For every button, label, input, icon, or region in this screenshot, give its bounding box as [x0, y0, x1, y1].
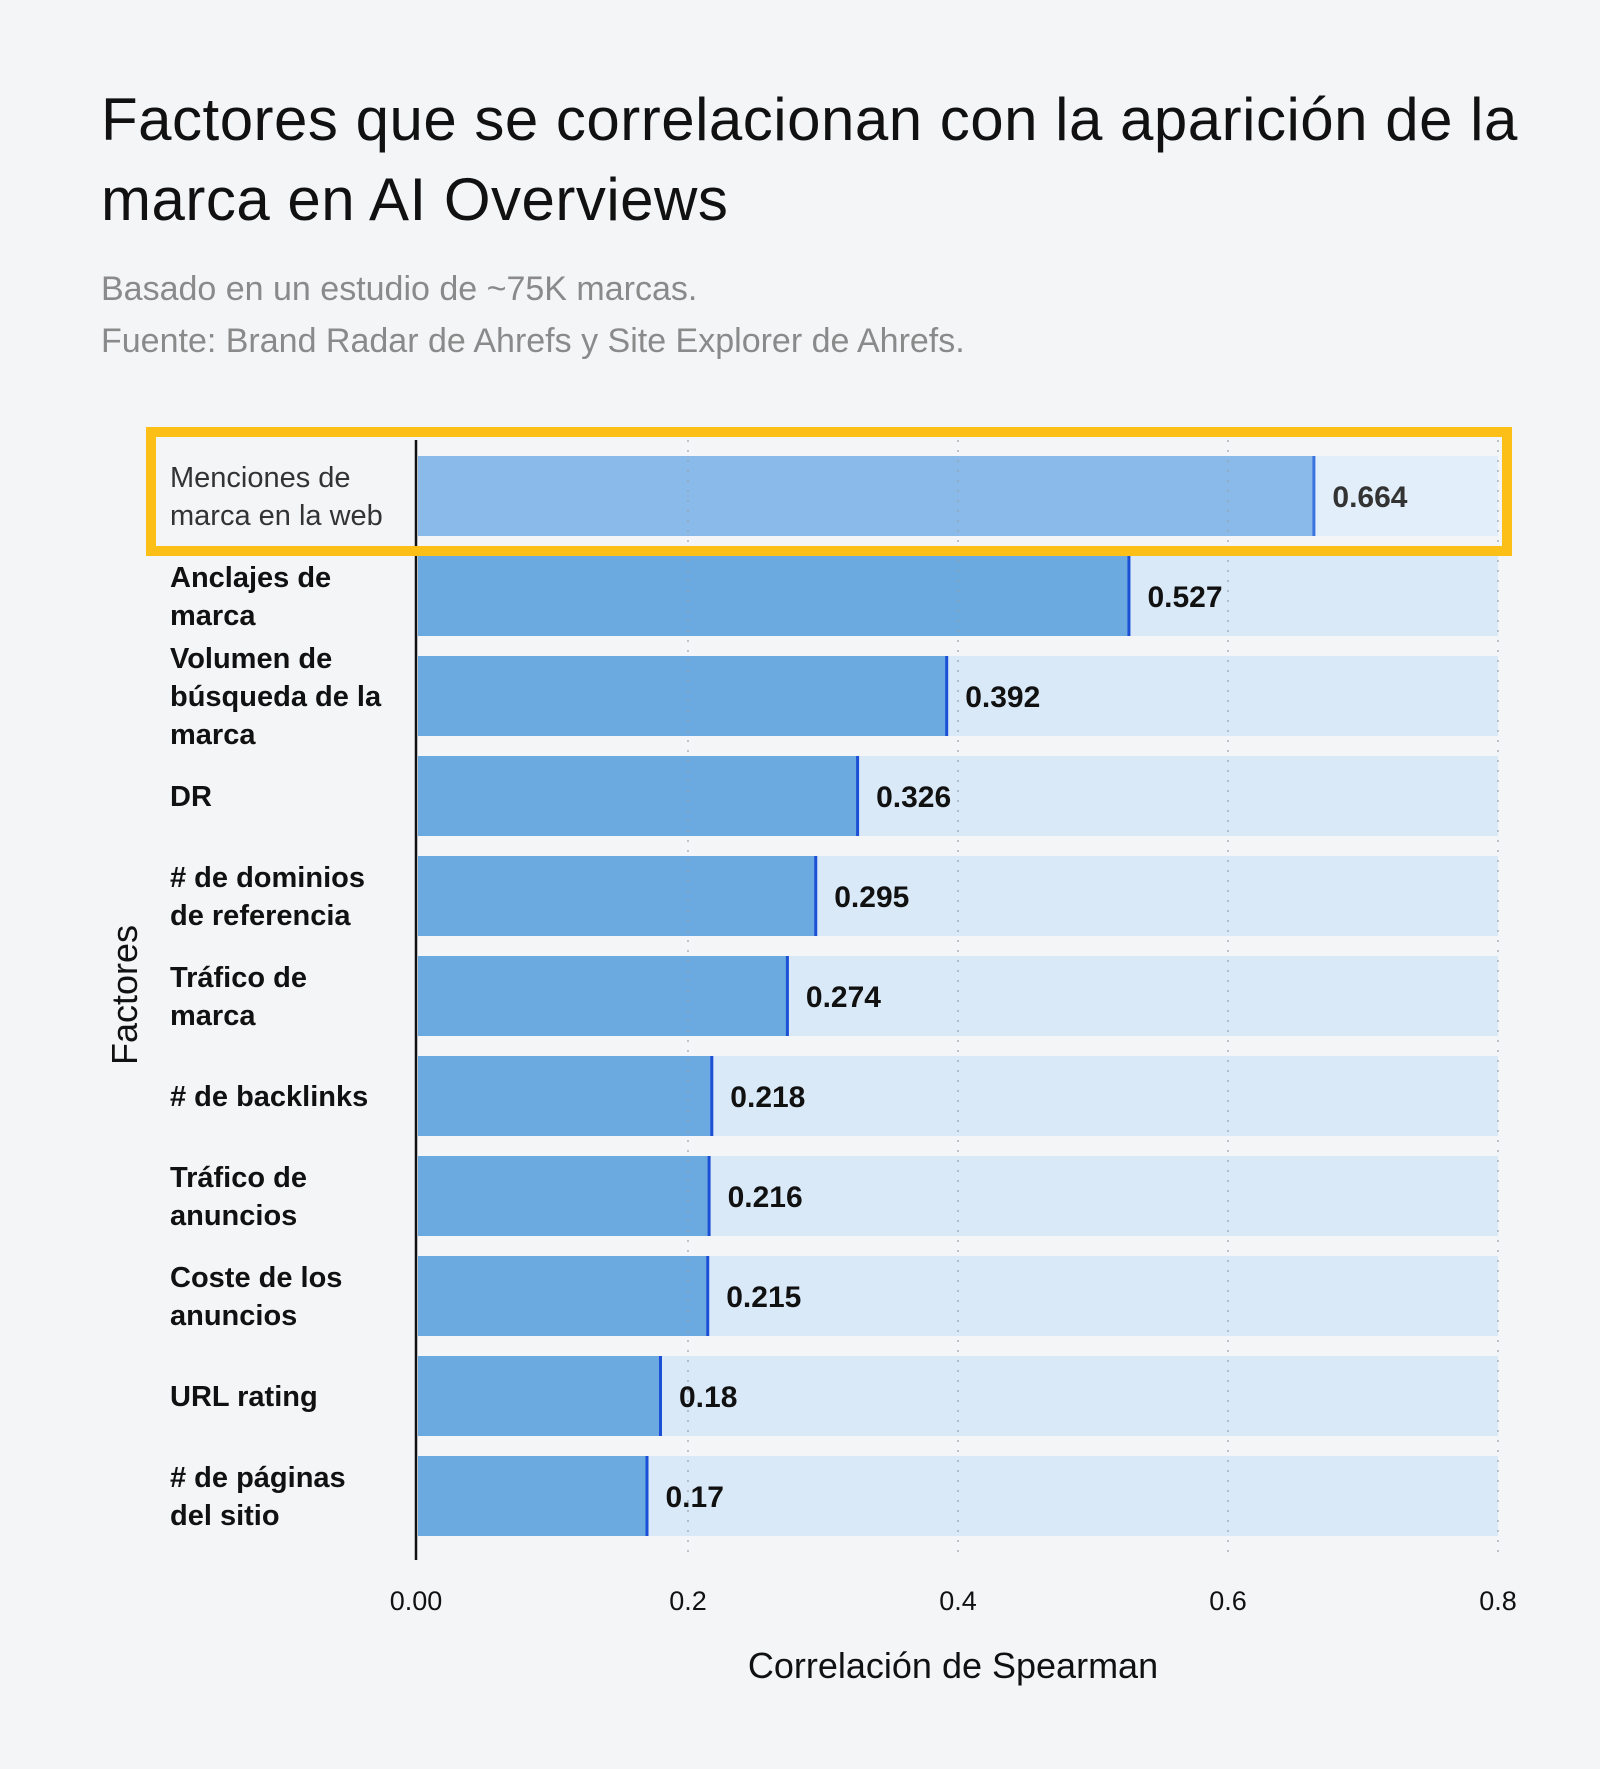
category-label: # de dominios de referencia — [170, 862, 365, 932]
bar-end-marker — [645, 1456, 649, 1536]
category-label: Tráfico de marca — [170, 962, 307, 1032]
x-tick-label: 0.6 — [1209, 1586, 1247, 1616]
bar-end-marker — [945, 656, 949, 736]
bar — [418, 756, 859, 836]
bar-end-marker — [1312, 456, 1316, 536]
bar — [418, 1156, 710, 1236]
category-label-line: de referencia — [170, 900, 351, 932]
category-label: Coste de los anuncios — [170, 1262, 342, 1332]
chart-subtitle-2: Fuente: Brand Radar de Ahrefs y Site Exp… — [101, 322, 965, 360]
bar — [418, 456, 1315, 536]
category-label-line: Volumen de — [170, 643, 332, 675]
value-label: 0.664 — [1332, 481, 1407, 514]
bar — [418, 956, 788, 1036]
x-tick-label: 0.00 — [390, 1586, 443, 1616]
value-label: 0.216 — [728, 1181, 803, 1214]
bar-end-marker — [710, 1056, 714, 1136]
value-label: 0.392 — [965, 681, 1040, 714]
category-label: URL rating — [170, 1381, 318, 1413]
category-label-line: marca — [170, 719, 256, 751]
category-label-line: # de dominios — [170, 862, 365, 894]
category-label: Tráfico de anuncios — [170, 1162, 307, 1232]
x-axis-title: Correlación de Spearman — [748, 1645, 1158, 1686]
category-label: # de backlinks — [170, 1081, 368, 1113]
bar — [418, 1256, 709, 1336]
category-label-line: Tráfico de — [170, 962, 307, 994]
category-label-line: Menciones de — [170, 462, 351, 494]
value-label: 0.326 — [876, 781, 951, 814]
value-label: 0.18 — [679, 1381, 737, 1414]
category-label-line: marca — [170, 600, 256, 632]
category-label: Menciones de marca en la web — [170, 462, 383, 532]
x-tick-label: 0.2 — [669, 1586, 707, 1616]
category-label-line: búsqueda de la — [170, 681, 382, 713]
bar-end-marker — [856, 756, 860, 836]
value-label: 0.274 — [806, 981, 881, 1014]
value-label: 0.215 — [726, 1281, 801, 1314]
category-label: # de páginas del sitio — [170, 1462, 346, 1532]
bar-end-marker — [659, 1356, 662, 1436]
bar — [418, 856, 817, 936]
x-tick-label: 0.4 — [939, 1586, 977, 1616]
bar-end-marker — [706, 1256, 710, 1336]
category-label-line: URL rating — [170, 1381, 318, 1413]
category-label-line: Anclajes de — [170, 562, 331, 594]
category-label-line: anuncios — [170, 1200, 297, 1232]
chart-subtitle-1: Basado en un estudio de ~75K marcas. — [101, 270, 698, 308]
category-label-line: DR — [170, 781, 212, 813]
category-label: DR — [170, 781, 212, 813]
highlight-box — [146, 427, 1512, 556]
category-label-line: marca en la web — [170, 500, 383, 532]
category-label-line: # de backlinks — [170, 1081, 368, 1113]
bar-end-marker — [814, 856, 818, 936]
bar — [418, 656, 948, 736]
value-label: 0.17 — [666, 1481, 724, 1514]
value-label: 0.218 — [730, 1081, 805, 1114]
x-tick-label: 0.8 — [1479, 1586, 1517, 1616]
y-axis-title: Factores — [104, 925, 145, 1065]
bar-end-marker — [1127, 556, 1131, 636]
category-label-line: Coste de los — [170, 1262, 342, 1294]
category-label-line: # de páginas — [170, 1462, 346, 1494]
bar — [418, 1056, 713, 1136]
value-label: 0.295 — [834, 881, 909, 914]
category-label-line: del sitio — [170, 1500, 280, 1532]
bar — [418, 1456, 648, 1536]
category-label: Anclajes de marca — [170, 562, 331, 632]
value-label: 0.527 — [1147, 581, 1222, 614]
category-label-line: marca — [170, 1000, 256, 1032]
bar-end-marker — [785, 956, 789, 1036]
category-label: Volumen de búsqueda de la marca — [170, 643, 382, 751]
chart-title: Factores que se correlacionan con la apa… — [101, 86, 1518, 233]
bar — [418, 556, 1130, 636]
bar — [418, 1356, 661, 1436]
category-label-line: anuncios — [170, 1300, 297, 1332]
bar-end-marker — [707, 1156, 711, 1236]
category-label-line: Tráfico de — [170, 1162, 307, 1194]
